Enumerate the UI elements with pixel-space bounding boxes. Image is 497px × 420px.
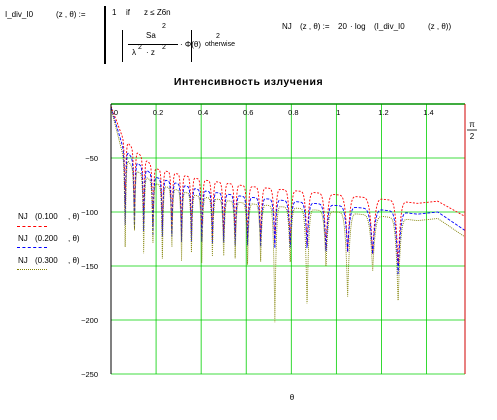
y-tick-label-4: −250 — [81, 370, 98, 379]
case1-cond: z ≤ Z6n — [144, 8, 171, 17]
nj-coef: 20 — [338, 22, 347, 31]
x-tick-label-2: 0.4 — [198, 108, 208, 117]
y-tick-label-1: −100 — [81, 208, 98, 217]
series-line-3 — [110, 108, 466, 323]
x-tick-label-6: 1.2 — [378, 108, 388, 117]
x-tick-label-0: 0 — [114, 108, 118, 117]
legend-swatch-1 — [17, 226, 47, 227]
legend-fn-3: NJ — [18, 256, 28, 265]
legend-fn-2: NJ — [18, 234, 28, 243]
y-tick-label-0: −50 — [85, 154, 98, 163]
paren-left — [122, 30, 123, 62]
case1-if: if — [126, 8, 130, 17]
legend-arg1-2: (0.200 — [35, 234, 58, 243]
nj-call: (I_div_I0 — [374, 22, 405, 31]
legend-swatch-3 — [17, 269, 47, 270]
nj-name: NJ — [282, 22, 292, 31]
legend-arg2-3: , θ) — [68, 256, 80, 265]
case2-numerator: Sa — [146, 31, 156, 40]
case2-phi: · Φ(θ) — [180, 40, 202, 49]
paren-right — [191, 30, 192, 62]
legend-arg2-2: , θ) — [68, 234, 80, 243]
legend-fn-1: NJ — [18, 212, 28, 221]
chart-title: Интенсивность излучения — [173, 76, 324, 88]
legend-arg2-1: , θ) — [68, 212, 80, 221]
x-tick-label-4: 0.8 — [288, 108, 298, 117]
y-tick-label-2: −150 — [81, 262, 98, 271]
x-marker-label-num: π — [469, 120, 475, 129]
x-tick-label-3: 0.6 — [243, 108, 253, 117]
x-marker-label-den: 2 — [470, 132, 475, 141]
legend-arg1-1: (0.100 — [35, 212, 58, 221]
case2-exp-4: 2 — [216, 33, 220, 40]
def-args: (z , θ) := — [56, 10, 86, 19]
x-tick-label-1: 0.2 — [153, 108, 163, 117]
series-line-1 — [110, 106, 466, 267]
y-tick-label-3: −200 — [81, 316, 98, 325]
nj-call-args: (z , θ)) — [428, 22, 452, 31]
case2-exp-2: 2 — [138, 44, 142, 51]
x-tick-label-5: 1 — [336, 108, 340, 117]
def-name: I_div_I0 — [5, 10, 34, 19]
x-tick-label-7: 1.4 — [423, 108, 433, 117]
nj-args: (z , θ) := — [300, 22, 330, 31]
legend-arg1-3: (0.300 — [35, 256, 58, 265]
x-axis-label: θ — [290, 393, 295, 402]
fraction-bar — [128, 44, 178, 45]
case2-otherwise: otherwise — [205, 41, 235, 48]
series-line-2 — [110, 107, 466, 275]
case2-den-z: · z — [146, 48, 155, 57]
case2-den-lambda: λ — [132, 48, 136, 57]
case1-value: 1 — [112, 8, 117, 17]
legend-swatch-2 — [17, 247, 47, 248]
case2-exp-3: 2 — [162, 44, 166, 51]
case2-exp-1: 2 — [162, 23, 166, 30]
piecewise-brace — [104, 6, 106, 64]
nj-log: · log — [350, 22, 366, 31]
